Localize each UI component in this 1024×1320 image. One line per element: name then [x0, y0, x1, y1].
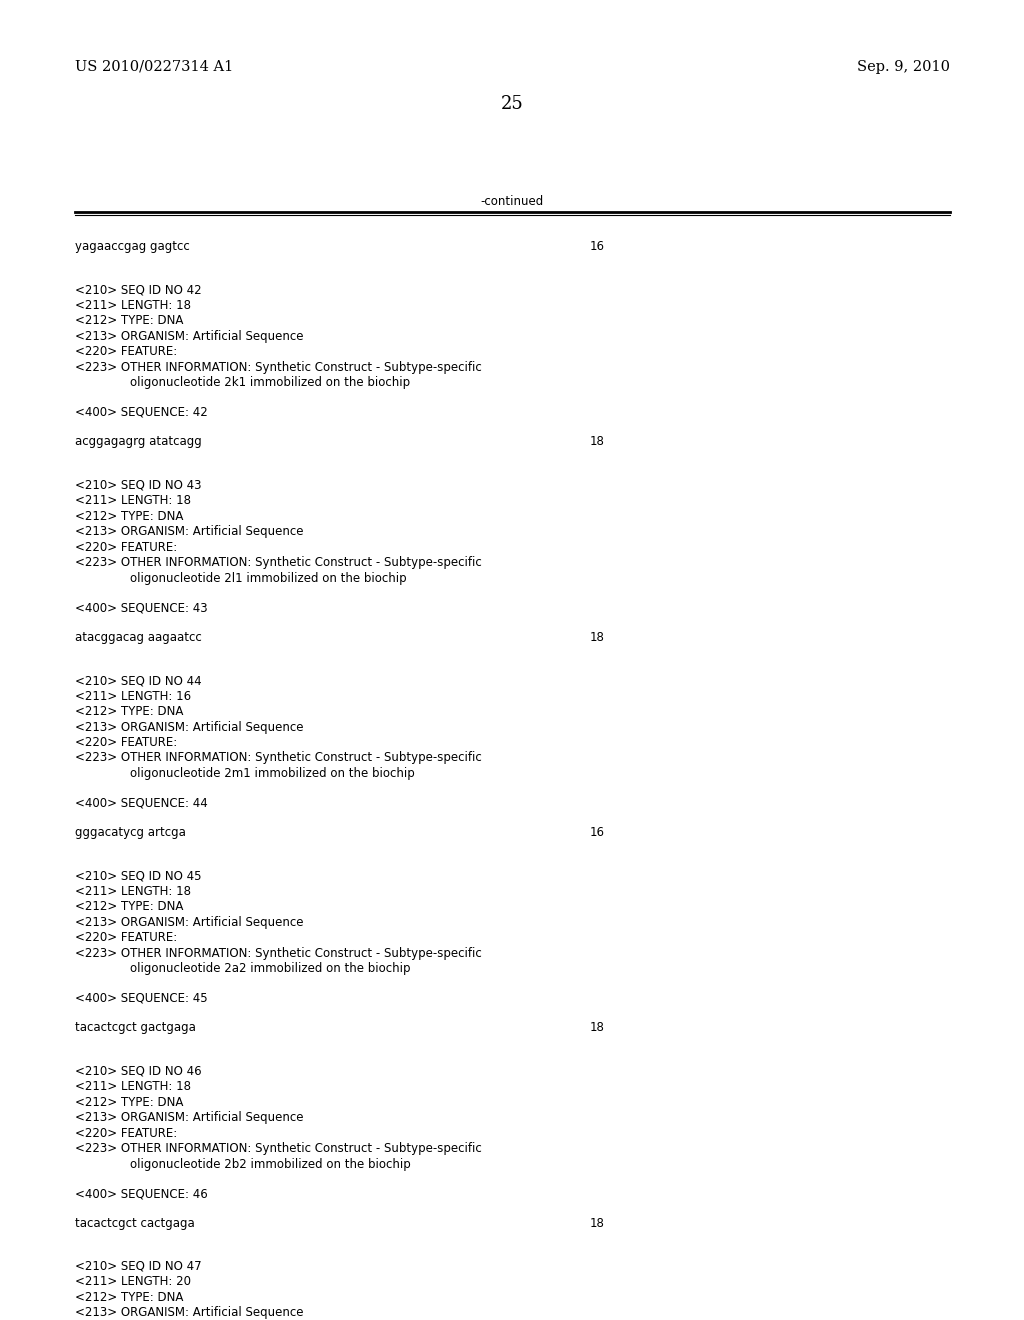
Text: <213> ORGANISM: Artificial Sequence: <213> ORGANISM: Artificial Sequence: [75, 330, 303, 343]
Text: 16: 16: [590, 240, 605, 253]
Text: <213> ORGANISM: Artificial Sequence: <213> ORGANISM: Artificial Sequence: [75, 525, 303, 539]
Text: yagaaccgag gagtcc: yagaaccgag gagtcc: [75, 240, 189, 253]
Text: 16: 16: [590, 826, 605, 840]
Text: <211> LENGTH: 20: <211> LENGTH: 20: [75, 1275, 191, 1288]
Text: <400> SEQUENCE: 43: <400> SEQUENCE: 43: [75, 601, 208, 614]
Text: <212> TYPE: DNA: <212> TYPE: DNA: [75, 510, 183, 523]
Text: <220> FEATURE:: <220> FEATURE:: [75, 1126, 177, 1139]
Text: <210> SEQ ID NO 42: <210> SEQ ID NO 42: [75, 284, 202, 297]
Text: Sep. 9, 2010: Sep. 9, 2010: [857, 59, 950, 74]
Text: <210> SEQ ID NO 44: <210> SEQ ID NO 44: [75, 675, 202, 686]
Text: <210> SEQ ID NO 46: <210> SEQ ID NO 46: [75, 1065, 202, 1077]
Text: oligonucleotide 2k1 immobilized on the biochip: oligonucleotide 2k1 immobilized on the b…: [130, 376, 411, 389]
Text: <210> SEQ ID NO 47: <210> SEQ ID NO 47: [75, 1259, 202, 1272]
Text: <212> TYPE: DNA: <212> TYPE: DNA: [75, 900, 183, 913]
Text: <400> SEQUENCE: 42: <400> SEQUENCE: 42: [75, 405, 208, 418]
Text: US 2010/0227314 A1: US 2010/0227314 A1: [75, 59, 233, 74]
Text: <223> OTHER INFORMATION: Synthetic Construct - Subtype-specific: <223> OTHER INFORMATION: Synthetic Const…: [75, 1142, 481, 1155]
Text: tacactcgct cactgaga: tacactcgct cactgaga: [75, 1217, 195, 1229]
Text: 25: 25: [501, 95, 523, 114]
Text: <220> FEATURE:: <220> FEATURE:: [75, 346, 177, 359]
Text: <220> FEATURE:: <220> FEATURE:: [75, 541, 177, 553]
Text: <220> FEATURE:: <220> FEATURE:: [75, 932, 177, 944]
Text: 18: 18: [590, 436, 605, 449]
Text: <213> ORGANISM: Artificial Sequence: <213> ORGANISM: Artificial Sequence: [75, 721, 303, 734]
Text: <211> LENGTH: 16: <211> LENGTH: 16: [75, 689, 191, 702]
Text: <212> TYPE: DNA: <212> TYPE: DNA: [75, 1291, 183, 1304]
Text: oligonucleotide 2b2 immobilized on the biochip: oligonucleotide 2b2 immobilized on the b…: [130, 1158, 411, 1171]
Text: <213> ORGANISM: Artificial Sequence: <213> ORGANISM: Artificial Sequence: [75, 1307, 303, 1320]
Text: <223> OTHER INFORMATION: Synthetic Construct - Subtype-specific: <223> OTHER INFORMATION: Synthetic Const…: [75, 556, 481, 569]
Text: <223> OTHER INFORMATION: Synthetic Construct - Subtype-specific: <223> OTHER INFORMATION: Synthetic Const…: [75, 751, 481, 764]
Text: 18: 18: [590, 631, 605, 644]
Text: <220> FEATURE:: <220> FEATURE:: [75, 737, 177, 748]
Text: <400> SEQUENCE: 45: <400> SEQUENCE: 45: [75, 991, 208, 1005]
Text: <223> OTHER INFORMATION: Synthetic Construct - Subtype-specific: <223> OTHER INFORMATION: Synthetic Const…: [75, 946, 481, 960]
Text: <213> ORGANISM: Artificial Sequence: <213> ORGANISM: Artificial Sequence: [75, 1111, 303, 1125]
Text: oligonucleotide 2l1 immobilized on the biochip: oligonucleotide 2l1 immobilized on the b…: [130, 572, 407, 585]
Text: <212> TYPE: DNA: <212> TYPE: DNA: [75, 1096, 183, 1109]
Text: <212> TYPE: DNA: <212> TYPE: DNA: [75, 705, 183, 718]
Text: <210> SEQ ID NO 43: <210> SEQ ID NO 43: [75, 479, 202, 491]
Text: 18: 18: [590, 1217, 605, 1229]
Text: oligonucleotide 2a2 immobilized on the biochip: oligonucleotide 2a2 immobilized on the b…: [130, 962, 411, 975]
Text: <211> LENGTH: 18: <211> LENGTH: 18: [75, 884, 191, 898]
Text: <223> OTHER INFORMATION: Synthetic Construct - Subtype-specific: <223> OTHER INFORMATION: Synthetic Const…: [75, 360, 481, 374]
Text: -continued: -continued: [480, 195, 544, 209]
Text: 18: 18: [590, 1022, 605, 1034]
Text: atacggacag aagaatcc: atacggacag aagaatcc: [75, 631, 202, 644]
Text: <212> TYPE: DNA: <212> TYPE: DNA: [75, 314, 183, 327]
Text: <210> SEQ ID NO 45: <210> SEQ ID NO 45: [75, 870, 202, 882]
Text: gggacatycg artcga: gggacatycg artcga: [75, 826, 186, 840]
Text: tacactcgct gactgaga: tacactcgct gactgaga: [75, 1022, 196, 1034]
Text: <211> LENGTH: 18: <211> LENGTH: 18: [75, 1080, 191, 1093]
Text: <211> LENGTH: 18: <211> LENGTH: 18: [75, 298, 191, 312]
Text: <211> LENGTH: 18: <211> LENGTH: 18: [75, 494, 191, 507]
Text: oligonucleotide 2m1 immobilized on the biochip: oligonucleotide 2m1 immobilized on the b…: [130, 767, 415, 780]
Text: acggagagrg atatcagg: acggagagrg atatcagg: [75, 436, 202, 449]
Text: <400> SEQUENCE: 44: <400> SEQUENCE: 44: [75, 796, 208, 809]
Text: <400> SEQUENCE: 46: <400> SEQUENCE: 46: [75, 1187, 208, 1200]
Text: <213> ORGANISM: Artificial Sequence: <213> ORGANISM: Artificial Sequence: [75, 916, 303, 929]
